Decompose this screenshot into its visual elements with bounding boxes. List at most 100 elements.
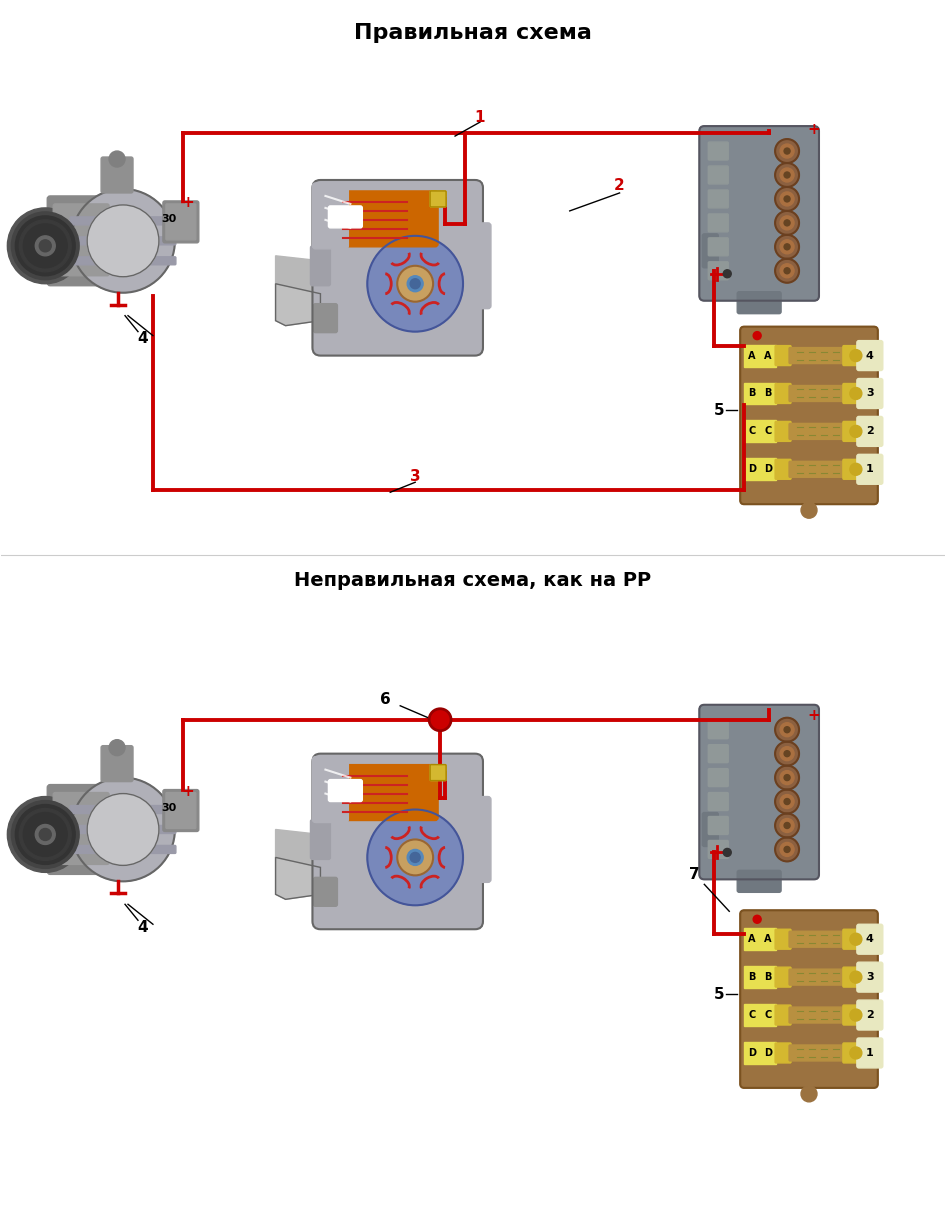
FancyBboxPatch shape (53, 792, 109, 865)
Text: B: B (748, 388, 756, 398)
Circle shape (780, 168, 794, 182)
FancyBboxPatch shape (737, 871, 781, 892)
Circle shape (780, 843, 794, 856)
FancyBboxPatch shape (745, 966, 761, 988)
FancyBboxPatch shape (709, 721, 728, 739)
Circle shape (753, 915, 762, 924)
FancyBboxPatch shape (313, 878, 338, 906)
FancyBboxPatch shape (789, 1007, 845, 1023)
FancyBboxPatch shape (709, 262, 728, 280)
Text: 2: 2 (866, 1011, 874, 1020)
FancyBboxPatch shape (775, 459, 791, 479)
FancyBboxPatch shape (789, 386, 845, 402)
Circle shape (724, 270, 731, 277)
Circle shape (775, 766, 799, 790)
Circle shape (784, 847, 790, 853)
Polygon shape (275, 857, 321, 900)
Text: A: A (764, 935, 772, 944)
FancyBboxPatch shape (745, 421, 761, 443)
Text: Неправильная схема, как на РР: Неправильная схема, как на РР (294, 570, 652, 590)
FancyBboxPatch shape (857, 1000, 883, 1030)
Circle shape (407, 276, 423, 292)
Text: C: C (764, 427, 772, 437)
Text: 7: 7 (689, 867, 700, 882)
FancyBboxPatch shape (775, 967, 791, 988)
FancyBboxPatch shape (761, 1005, 776, 1026)
Text: D: D (748, 464, 756, 474)
Circle shape (780, 264, 794, 277)
FancyBboxPatch shape (789, 931, 845, 947)
Circle shape (775, 187, 799, 211)
FancyBboxPatch shape (163, 790, 199, 831)
Circle shape (784, 798, 790, 804)
Text: C: C (748, 427, 756, 437)
FancyBboxPatch shape (745, 1005, 761, 1026)
Circle shape (784, 219, 790, 226)
Text: 2: 2 (614, 178, 625, 193)
Text: C: C (748, 1011, 756, 1020)
Text: 30: 30 (161, 213, 176, 224)
FancyBboxPatch shape (166, 204, 196, 240)
FancyBboxPatch shape (857, 340, 883, 370)
FancyBboxPatch shape (745, 345, 761, 367)
Circle shape (780, 819, 794, 832)
Circle shape (775, 235, 799, 259)
Text: A: A (764, 351, 772, 361)
Circle shape (19, 808, 71, 860)
Circle shape (850, 933, 862, 946)
Circle shape (724, 849, 731, 856)
Text: B: B (764, 388, 772, 398)
Text: 1: 1 (866, 1048, 874, 1058)
FancyBboxPatch shape (740, 911, 878, 1088)
FancyBboxPatch shape (737, 292, 781, 314)
Circle shape (780, 795, 794, 808)
Polygon shape (275, 830, 321, 867)
FancyBboxPatch shape (699, 704, 819, 879)
FancyBboxPatch shape (843, 384, 859, 404)
Text: +: + (182, 784, 194, 800)
FancyBboxPatch shape (709, 768, 728, 786)
Circle shape (15, 216, 75, 276)
Circle shape (71, 189, 175, 293)
Circle shape (753, 332, 762, 340)
FancyBboxPatch shape (467, 796, 491, 883)
Circle shape (780, 216, 794, 230)
FancyBboxPatch shape (843, 1005, 859, 1025)
FancyBboxPatch shape (312, 180, 483, 356)
Text: 4: 4 (138, 920, 149, 935)
FancyBboxPatch shape (857, 379, 883, 409)
Circle shape (780, 240, 794, 253)
FancyBboxPatch shape (789, 423, 845, 439)
FancyBboxPatch shape (843, 421, 859, 441)
FancyBboxPatch shape (775, 930, 791, 949)
Circle shape (40, 829, 51, 841)
Circle shape (775, 742, 799, 766)
FancyBboxPatch shape (843, 346, 859, 365)
FancyBboxPatch shape (789, 347, 845, 363)
FancyBboxPatch shape (775, 1005, 791, 1025)
FancyBboxPatch shape (709, 166, 728, 185)
FancyBboxPatch shape (745, 929, 761, 950)
FancyBboxPatch shape (312, 183, 348, 248)
Text: B: B (748, 972, 756, 982)
Circle shape (407, 849, 423, 866)
FancyBboxPatch shape (312, 754, 483, 930)
Circle shape (775, 790, 799, 814)
Polygon shape (275, 256, 321, 294)
Circle shape (784, 195, 790, 201)
Circle shape (8, 796, 83, 872)
Text: D: D (764, 464, 772, 474)
Circle shape (429, 709, 451, 731)
FancyBboxPatch shape (761, 458, 776, 480)
FancyBboxPatch shape (47, 785, 115, 874)
FancyBboxPatch shape (101, 157, 133, 193)
Circle shape (850, 387, 862, 399)
FancyBboxPatch shape (332, 765, 438, 820)
Circle shape (784, 244, 790, 250)
Text: 5: 5 (714, 987, 725, 1002)
FancyBboxPatch shape (310, 820, 330, 860)
FancyBboxPatch shape (332, 191, 438, 247)
FancyBboxPatch shape (702, 234, 718, 268)
FancyBboxPatch shape (709, 238, 728, 256)
Text: 2: 2 (866, 427, 874, 437)
